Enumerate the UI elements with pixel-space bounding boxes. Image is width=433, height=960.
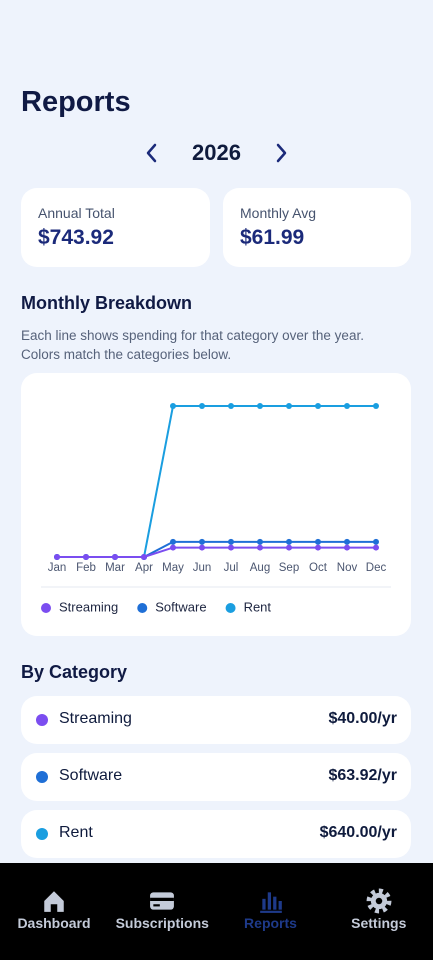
data-point [228, 538, 234, 545]
data-point [257, 544, 263, 551]
x-tick-label: Jul [224, 562, 239, 574]
nav-label: Dashboard [17, 915, 91, 931]
series-line [57, 546, 376, 558]
data-point [141, 554, 147, 560]
data-point [170, 538, 176, 545]
category-dot [36, 714, 48, 726]
series-line [57, 540, 376, 558]
category-row: Rent $640.00/yr [21, 810, 411, 858]
category-row: Software $63.92/yr [21, 753, 411, 801]
bottom-nav: Dashboard Subscriptions Reports Settings [0, 863, 433, 960]
data-point [315, 538, 321, 545]
nav-icon [259, 892, 282, 913]
nav-icon [44, 891, 64, 912]
category-amount: $640.00/yr [319, 824, 397, 841]
data-point [315, 544, 321, 551]
x-tick-label: Sep [279, 562, 299, 574]
legend-label: Rent [244, 599, 272, 614]
legend-label: Streaming [59, 599, 118, 614]
x-tick-label: Jun [193, 562, 212, 574]
prev-year[interactable] [140, 141, 164, 165]
category-dot [36, 771, 48, 783]
summary-label: Annual Total [38, 205, 115, 221]
section-title: Monthly Breakdown [21, 293, 193, 313]
year: 2026 [192, 140, 241, 165]
data-point [257, 403, 263, 409]
data-point [344, 403, 350, 409]
category-amount: $63.92/yr [328, 767, 397, 784]
x-tick-label: Jan [48, 562, 67, 574]
data-point [286, 403, 292, 409]
series-line [57, 405, 376, 558]
x-tick-label: Nov [337, 562, 358, 574]
data-point [315, 403, 321, 409]
summary-label: Monthly Avg [240, 205, 317, 221]
category-dot [36, 828, 48, 840]
x-tick-label: Aug [250, 562, 270, 574]
category-amount: $40.00/yr [328, 710, 397, 727]
legend-swatch [41, 603, 51, 613]
x-tick-label: Oct [309, 562, 328, 574]
data-point [373, 544, 379, 551]
category-name: Software [59, 767, 123, 784]
nav-item[interactable]: Settings [325, 863, 433, 960]
x-tick-label: Feb [76, 562, 96, 574]
section-title: By Category [21, 662, 128, 682]
chart-card: Jan Feb Mar Apr May Jun Jul Aug Sep Oct Nov Dec Stre… [21, 373, 411, 636]
data-point [83, 554, 89, 560]
summary-card: Annual Total $743.92 [21, 188, 210, 267]
nav-icon [366, 888, 392, 914]
data-point [286, 544, 292, 551]
data-point [199, 538, 205, 545]
x-tick-label: Apr [135, 562, 153, 574]
data-point [373, 403, 379, 409]
data-point [199, 403, 205, 409]
nav-item[interactable]: Reports [217, 863, 325, 960]
data-point [344, 538, 350, 545]
data-point [112, 554, 118, 560]
x-tick-label: Dec [366, 562, 387, 574]
chart: Jan Feb Mar Apr May Jun Jul Aug Sep Oct Nov Dec Stre… [41, 403, 391, 614]
summary-value: $61.99 [240, 226, 305, 249]
category-name: Rent [59, 824, 93, 841]
x-tick-label: Mar [105, 562, 125, 574]
nav-label: Subscriptions [115, 915, 209, 931]
nav-item[interactable]: Subscriptions [108, 863, 216, 960]
x-tick-label: May [162, 562, 184, 574]
nav-icon [150, 892, 175, 910]
data-point [54, 554, 60, 560]
data-point [170, 403, 176, 409]
next-year[interactable] [269, 141, 293, 165]
data-point [170, 544, 176, 551]
data-point [257, 538, 263, 545]
nav-item[interactable]: Dashboard [0, 863, 108, 960]
legend-swatch [225, 603, 236, 613]
category-name: Streaming [59, 710, 132, 727]
legend-label: Software [155, 599, 206, 614]
page-title: Reports [21, 86, 131, 118]
nav-label: Reports [244, 915, 297, 931]
summary-value: $743.92 [38, 226, 114, 249]
legend-swatch [137, 603, 148, 613]
data-point [344, 544, 350, 551]
data-point [228, 544, 234, 551]
summary-card: Monthly Avg $61.99 [223, 188, 411, 267]
section-description: Each line shows spending for that catego… [21, 328, 364, 362]
data-point [373, 538, 379, 545]
data-point [228, 403, 234, 409]
data-point [199, 544, 205, 551]
nav-label: Settings [351, 915, 407, 931]
data-point [286, 538, 292, 545]
category-row: Streaming $40.00/yr [21, 696, 411, 744]
